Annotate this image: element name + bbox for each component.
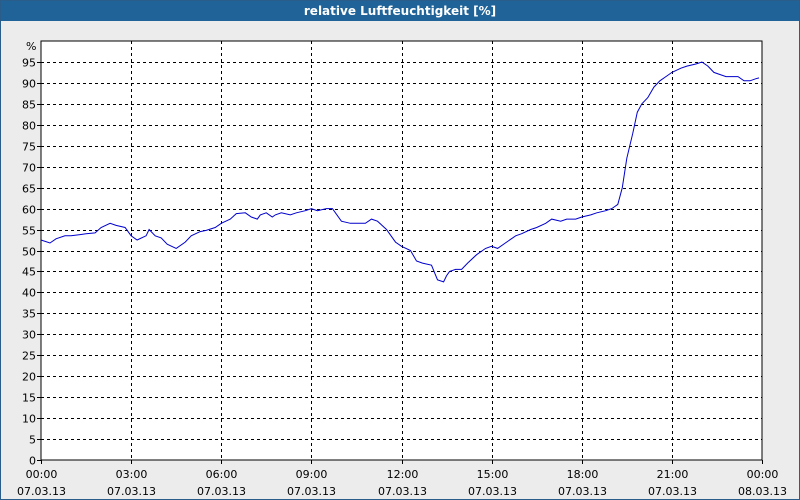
x-tick-time: 06:00 xyxy=(206,468,238,481)
y-tick-label: 60 xyxy=(22,204,36,217)
y-tick-label: 40 xyxy=(22,287,36,300)
y-axis-label: % xyxy=(26,40,36,53)
x-axis: 00:00 07.03.13 03:00 07.03.13 06:00 07.03.13 0… xyxy=(17,460,787,498)
y-tick-label: 10 xyxy=(22,413,36,426)
chart-title: relative Luftfeuchtigkeit [%] xyxy=(1,1,799,21)
x-tick-date: 07.03.13 xyxy=(17,485,66,498)
x-tick-time: 00:00 xyxy=(747,468,779,481)
y-axis: 0 5 10 15 20 25 30 35 40 45 50 55 60 65 70 75 80 85 90 95 xyxy=(22,57,41,468)
x-tick-date: 07.03.13 xyxy=(648,485,697,498)
x-tick-date: 07.03.13 xyxy=(287,485,336,498)
y-tick-label: 45 xyxy=(22,266,36,279)
x-tick-date: 07.03.13 xyxy=(378,485,427,498)
y-tick-label: 5 xyxy=(29,434,36,447)
x-tick-time: 18:00 xyxy=(567,468,599,481)
x-tick-time: 15:00 xyxy=(477,468,509,481)
x-tick-date: 07.03.13 xyxy=(107,485,156,498)
y-tick-label: 50 xyxy=(22,246,36,259)
x-tick-date: 07.03.13 xyxy=(468,485,517,498)
y-tick-label: 20 xyxy=(22,371,36,384)
x-tick-time: 00:00 xyxy=(26,468,58,481)
x-tick-date: 07.03.13 xyxy=(558,485,607,498)
y-tick-label: 0 xyxy=(29,455,36,468)
y-tick-label: 90 xyxy=(22,78,36,91)
x-tick-time: 03:00 xyxy=(116,468,148,481)
y-tick-label: 30 xyxy=(22,329,36,342)
y-tick-label: 95 xyxy=(22,57,36,70)
y-tick-label: 70 xyxy=(22,162,36,175)
y-tick-label: 35 xyxy=(22,308,36,321)
x-tick-date: 07.03.13 xyxy=(197,485,246,498)
plot-area xyxy=(40,40,763,461)
x-tick-time: 09:00 xyxy=(296,468,328,481)
y-tick-label: 75 xyxy=(22,141,36,154)
humidity-line xyxy=(40,61,760,283)
y-tick-label: 15 xyxy=(22,392,36,405)
x-tick-date: 08.03.13 xyxy=(738,485,787,498)
y-tick-label: 25 xyxy=(22,350,36,363)
y-tick-label: 55 xyxy=(22,225,36,238)
y-tick-label: 80 xyxy=(22,120,36,133)
y-tick-label: 65 xyxy=(22,183,36,196)
x-tick-time: 21:00 xyxy=(657,468,689,481)
x-tick-time: 12:00 xyxy=(387,468,419,481)
y-tick-label: 85 xyxy=(22,99,36,112)
